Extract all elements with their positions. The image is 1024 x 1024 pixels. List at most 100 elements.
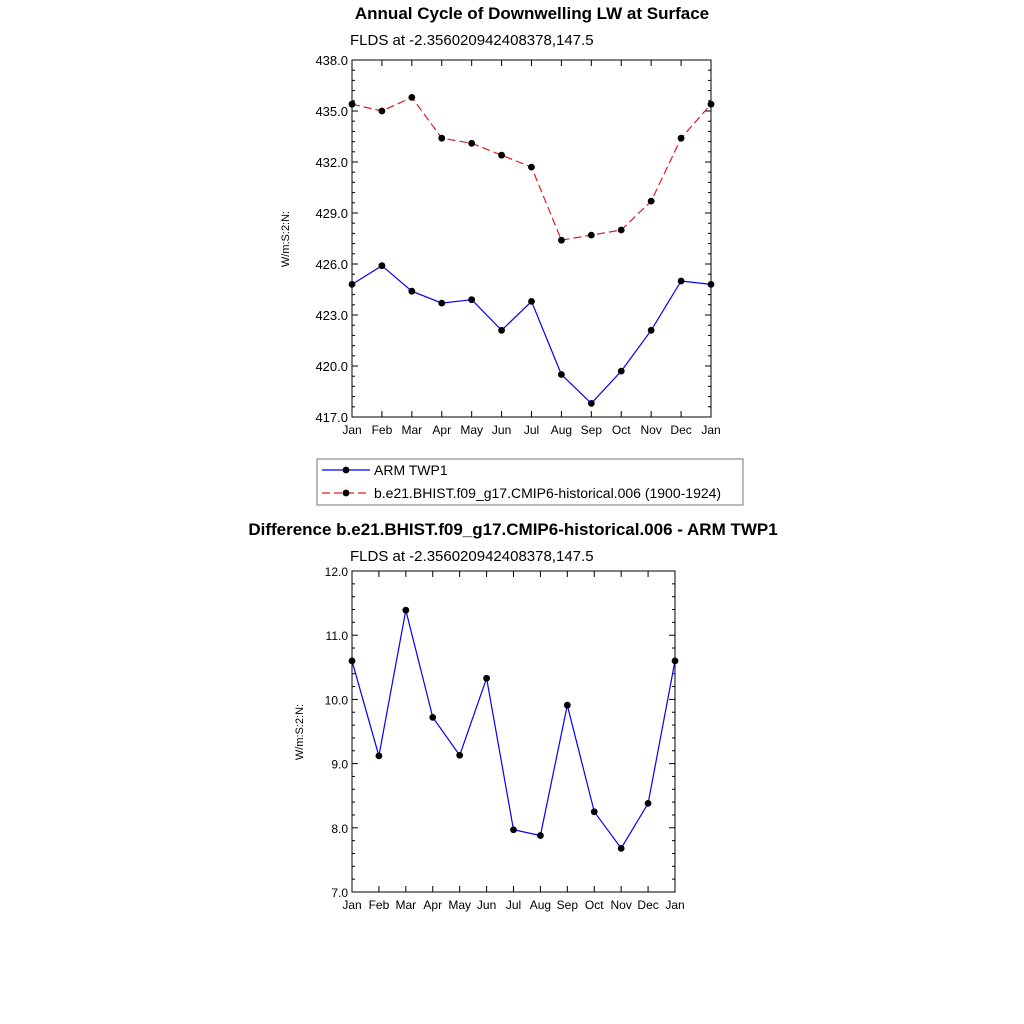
chart1-series-0-point (348, 281, 356, 288)
chart1-x-tick-label: Jan (342, 423, 361, 437)
chart1-series-0-point (647, 326, 655, 334)
chart2-subtitle: FLDS at -2.356020942408378,147.5 (350, 548, 594, 565)
chart2-y-tick-label: 8.0 (331, 822, 348, 836)
chart1-x-tick-label: Oct (612, 423, 631, 437)
chart1-x-tick-label: Jul (524, 423, 539, 437)
chart2-series-0-point (348, 657, 356, 665)
legend: ARM TWP1 b.e21.BHIST.f09_g17.CMIP6-histo… (316, 458, 744, 506)
chart2-series-0-point (375, 752, 383, 760)
legend-marker-cmip6 (342, 489, 350, 497)
chart1-y-tick-label: 420.0 (315, 359, 348, 374)
chart1-series-0-point (528, 298, 535, 305)
chart1-series-0-point (558, 371, 565, 378)
chart1-series-1-point (677, 134, 685, 142)
chart1-series-0-point (408, 287, 416, 295)
chart2-series-0-point (483, 674, 490, 682)
chart1-x-tick-label: Jun (492, 423, 511, 437)
chart1-x-tick-label: Aug (551, 423, 572, 437)
chart2-y-tick-label: 12.0 (325, 565, 349, 579)
chart2-title: Difference b.e21.BHIST.f09_g17.CMIP6-his… (248, 520, 777, 539)
chart1-series-0-point (468, 296, 476, 304)
chart1-series-1-point (617, 226, 625, 234)
legend-label-cmip6: b.e21.BHIST.f09_g17.CMIP6-historical.006… (374, 485, 721, 501)
chart1-ticks: Jan Feb Mar Apr May Jun Jul Aug Sep Oct Nov Dec Jan4… (315, 53, 720, 437)
chart2-x-tick-label: Sep (557, 898, 579, 912)
chart2-x-tick-label: Nov (610, 898, 631, 912)
chart1-series-0-point (677, 277, 685, 285)
chart1-x-tick-label: Sep (581, 423, 603, 437)
chart2-ticks: Jan Feb Mar Apr May Jun Jul Aug Sep Oct Nov Dec Jan7… (325, 565, 685, 912)
chart2-series-0-point (510, 826, 517, 834)
chart2-y-tick-label: 9.0 (331, 758, 348, 772)
chart1-x-tick-label: Mar (401, 423, 422, 437)
chart2-x-tick-label: Mar (395, 898, 416, 912)
chart2-series-line-0 (351, 610, 676, 850)
chart2-series-0-point (402, 606, 410, 614)
chart2-series (348, 606, 679, 852)
chart1-series-0-point (498, 326, 505, 334)
chart1-series-0-point (617, 367, 625, 375)
legend-entry-arm-twp1: ARM TWP1 (322, 462, 448, 478)
chart1-y-tick-label: 438.0 (315, 53, 348, 68)
chart2-y-axis-label: W/m:S:2:N: (294, 704, 306, 760)
chart1-x-tick-label: Dec (670, 423, 691, 437)
chart1-series-0-point (378, 262, 386, 270)
chart2-series-0-point (456, 751, 464, 759)
chart1-series-1-point (587, 231, 595, 239)
chart1-y-tick-label: 429.0 (315, 206, 348, 221)
chart2-series-0-point (644, 800, 652, 807)
chart1-x-tick-label: May (460, 423, 483, 437)
chart1-series-1-point (468, 139, 476, 147)
chart1-series-1-point (408, 94, 416, 101)
chart1-plot-frame (351, 59, 712, 418)
legend-marker-arm-twp1 (342, 466, 350, 474)
chart1-series-1-point (348, 100, 356, 108)
chart1-y-tick-label: 426.0 (315, 257, 348, 272)
chart1-series (348, 94, 715, 407)
chart1-x-tick-label: Nov (640, 423, 661, 437)
chart1-y-tick-label: 417.0 (315, 410, 348, 425)
chart2-x-tick-label: Aug (530, 898, 551, 912)
chart2-y-tick-label: 11.0 (326, 629, 349, 643)
chart1-series-1-point (707, 100, 715, 108)
chart2-x-tick-label: Oct (585, 898, 604, 912)
chart1-y-tick-label: 432.0 (315, 155, 348, 170)
legend-label-arm-twp1: ARM TWP1 (374, 462, 448, 478)
chart1-series-0-point (587, 400, 595, 407)
chart1-subtitle: FLDS at -2.356020942408378,147.5 (350, 32, 594, 49)
chart2-y-tick-label: 7.0 (331, 886, 348, 900)
chart2-x-tick-label: Feb (369, 898, 390, 912)
chart2-series-0-point (590, 808, 598, 816)
chart1-series-1-point (498, 151, 505, 159)
chart1-series-1-point (378, 107, 386, 115)
chart1-series-1-point (438, 134, 446, 142)
chart2-series-0-point (429, 713, 437, 721)
chart2-x-tick-label: Apr (423, 898, 442, 912)
chart2-series-0-point (671, 657, 679, 665)
chart2-x-tick-label: Jan (665, 898, 684, 912)
chart2-series-0-point (617, 844, 625, 852)
chart1-series-line-0 (351, 264, 712, 405)
chart2-y-tick-label: 10.0 (325, 693, 349, 707)
chart1-series-0-point (438, 299, 446, 307)
legend-entry-cmip6: b.e21.BHIST.f09_g17.CMIP6-historical.006… (322, 485, 721, 501)
chart2-x-tick-label: Dec (637, 898, 658, 912)
chart1-y-tick-label: 423.0 (315, 308, 348, 323)
chart2-plot-frame (351, 570, 676, 893)
chart1-x-tick-label: Apr (432, 423, 451, 437)
chart2-series-0-point (537, 832, 544, 839)
chart1-y-axis-label: W/m:S:2:N: (280, 211, 292, 267)
difference-chart: Difference b.e21.BHIST.f09_g17.CMIP6-his… (248, 520, 777, 912)
chart1-series-1-point (647, 197, 655, 205)
legend-box (316, 458, 744, 506)
chart1-y-tick-label: 435.0 (315, 104, 348, 119)
chart2-x-tick-label: Jul (506, 898, 521, 912)
chart1-series-1-point (528, 163, 535, 171)
annual-cycle-chart: Annual Cycle of Downwelling LW at Surfac… (280, 4, 721, 437)
chart1-series-0-point (707, 281, 715, 288)
chart2-x-tick-label: Jun (477, 898, 496, 912)
chart2-x-tick-label: May (448, 898, 471, 912)
chart1-x-tick-label: Feb (372, 423, 393, 437)
chart1-series-1-point (558, 236, 565, 244)
